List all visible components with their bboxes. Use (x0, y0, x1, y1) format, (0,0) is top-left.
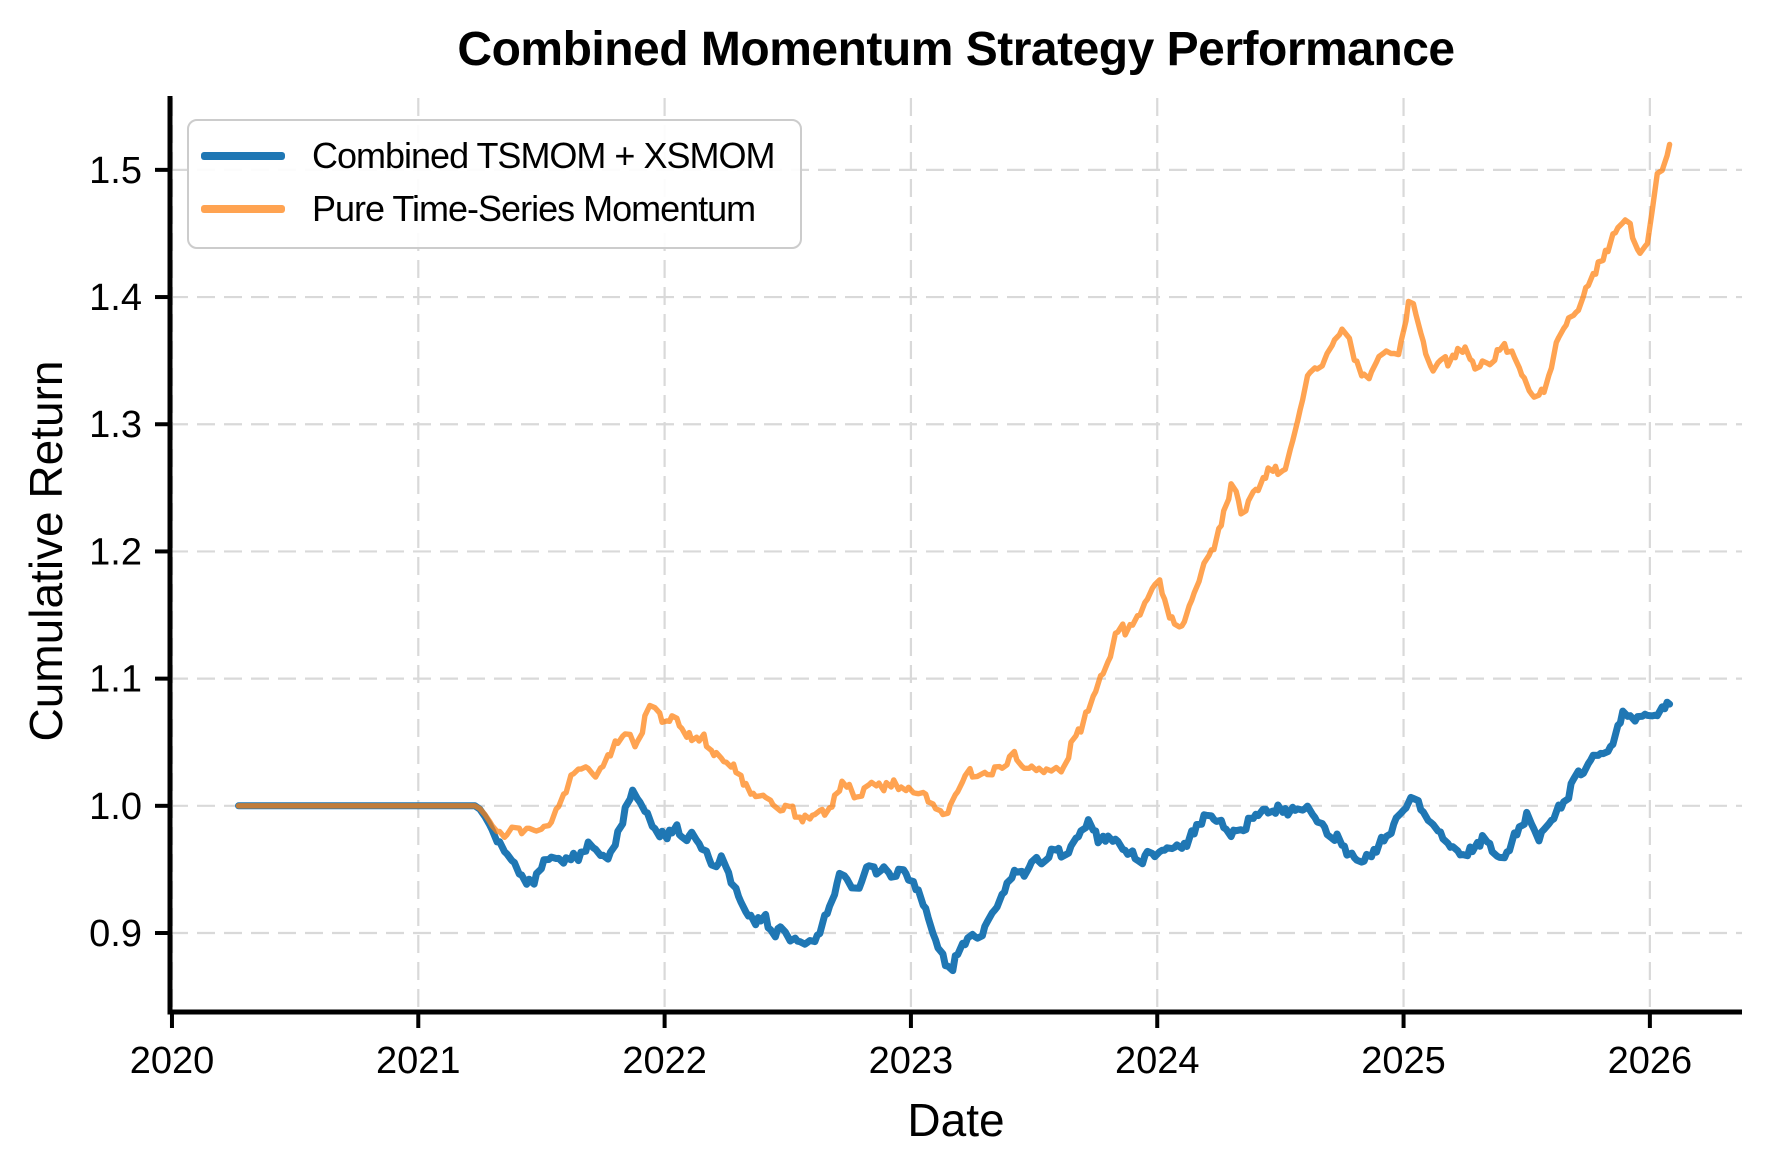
legend-label-pure-tsmom: Pure Time-Series Momentum (312, 187, 756, 229)
y-tick-label-1.4: 1.4 (89, 277, 142, 319)
x-tick-label-2023: 2023 (869, 1040, 954, 1082)
x-tick-label-2025: 2025 (1361, 1040, 1446, 1082)
x-tick-label-2024: 2024 (1115, 1040, 1200, 1082)
y-tick-label-0.9: 0.9 (89, 913, 142, 955)
y-tick-label-1.5: 1.5 (89, 150, 142, 192)
series-line-0 (235, 698, 1674, 975)
x-tick-label-2021: 2021 (376, 1040, 461, 1082)
x-tick-label-2020: 2020 (130, 1040, 215, 1082)
x-tick-label-2022: 2022 (622, 1040, 707, 1082)
x-axis-label: Date (907, 1094, 1005, 1146)
y-tick-label-1.3: 1.3 (89, 404, 142, 446)
x-tick-label-2026: 2026 (1608, 1040, 1693, 1082)
y-axis-label: Cumulative Return (20, 360, 72, 742)
y-tick-label-1.1: 1.1 (89, 659, 142, 701)
y-tick-label-1.2: 1.2 (89, 531, 142, 573)
legend-swatch-pure-tsmom-icon (201, 204, 285, 213)
legend: Combined TSMOM + XSMOM Pure Time-Series … (187, 119, 803, 249)
legend-swatch-combined-icon (201, 151, 285, 160)
chart-title: Combined Momentum Strategy Performance (457, 23, 1455, 76)
y-tick-label-1.0: 1.0 (89, 786, 142, 828)
series-line-1 (235, 141, 1673, 840)
legend-label-combined: Combined TSMOM + XSMOM (312, 134, 775, 176)
legend-item-combined: Combined TSMOM + XSMOM (201, 129, 775, 182)
legend-item-pure-tsmom: Pure Time-Series Momentum (201, 182, 774, 235)
